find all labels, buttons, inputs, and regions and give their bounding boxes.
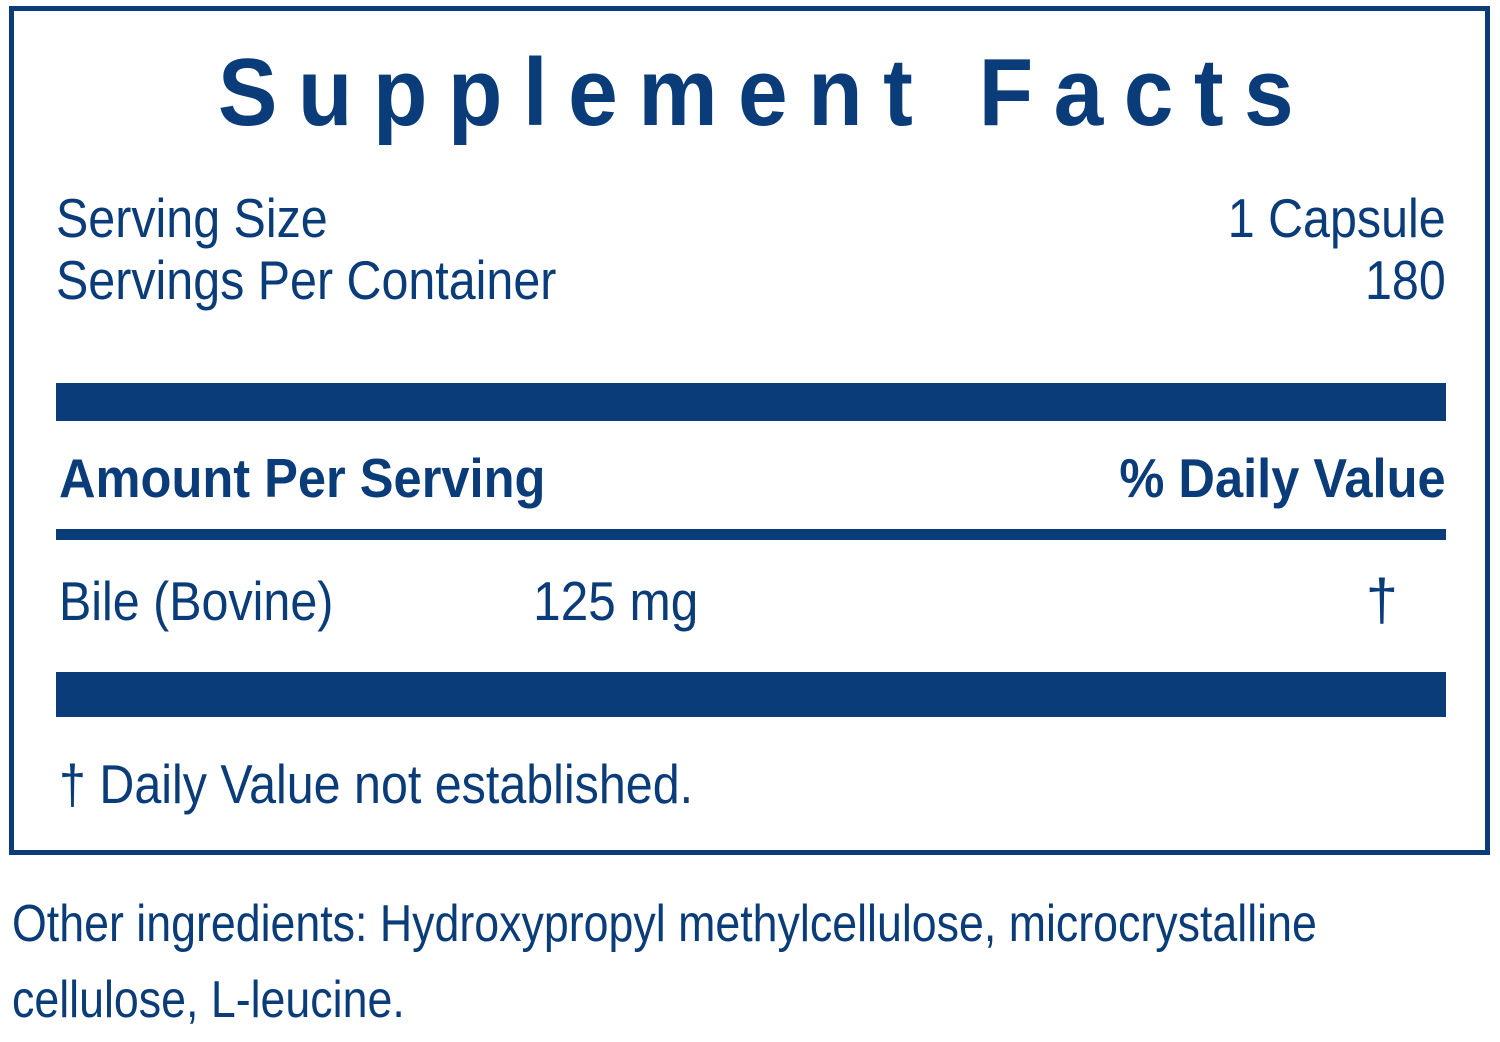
column-header-row: Amount Per Serving % Daily Value bbox=[56, 443, 1446, 513]
percent-daily-value-header: % Daily Value bbox=[1119, 447, 1446, 509]
amount-per-serving-header: Amount Per Serving bbox=[59, 447, 546, 509]
table-row: Bile (Bovine) 125 mg † bbox=[56, 566, 1446, 636]
servings-per-container-label: Servings Per Container bbox=[56, 249, 557, 311]
panel-inner: Supplement Facts Serving Size 1 Capsule … bbox=[34, 11, 1468, 850]
nutrient-daily-value-dagger-icon: † bbox=[1365, 568, 1398, 633]
divider-rule-under-headers bbox=[56, 529, 1446, 540]
nutrient-amount: 125 mg bbox=[533, 570, 699, 632]
servings-per-container-row: Servings Per Container 180 bbox=[56, 249, 1446, 311]
footnote-text: † Daily Value not established. bbox=[59, 753, 694, 815]
divider-thick-top bbox=[56, 383, 1446, 421]
servings-per-container-value: 180 bbox=[1365, 249, 1446, 311]
nutrient-amount-cell: 125 mg bbox=[56, 566, 1446, 636]
other-ingredients-text: Other ingredients: Hydroxypropyl methylc… bbox=[12, 895, 1317, 1029]
serving-size-value: 1 Capsule bbox=[1228, 187, 1446, 249]
serving-size-row: Serving Size 1 Capsule bbox=[56, 187, 1446, 249]
other-ingredients: Other ingredients: Hydroxypropyl methylc… bbox=[12, 886, 1442, 1038]
nutrient-name: Bile (Bovine) bbox=[59, 570, 334, 632]
page-title: Supplement Facts bbox=[217, 39, 1315, 146]
serving-size-label: Serving Size bbox=[56, 187, 328, 249]
divider-thick-bottom bbox=[56, 672, 1446, 717]
supplement-facts-panel: Supplement Facts Serving Size 1 Capsule … bbox=[9, 6, 1490, 855]
serving-info-group: Serving Size 1 Capsule Servings Per Cont… bbox=[56, 187, 1446, 311]
footnote: † Daily Value not established. bbox=[59, 751, 1446, 817]
